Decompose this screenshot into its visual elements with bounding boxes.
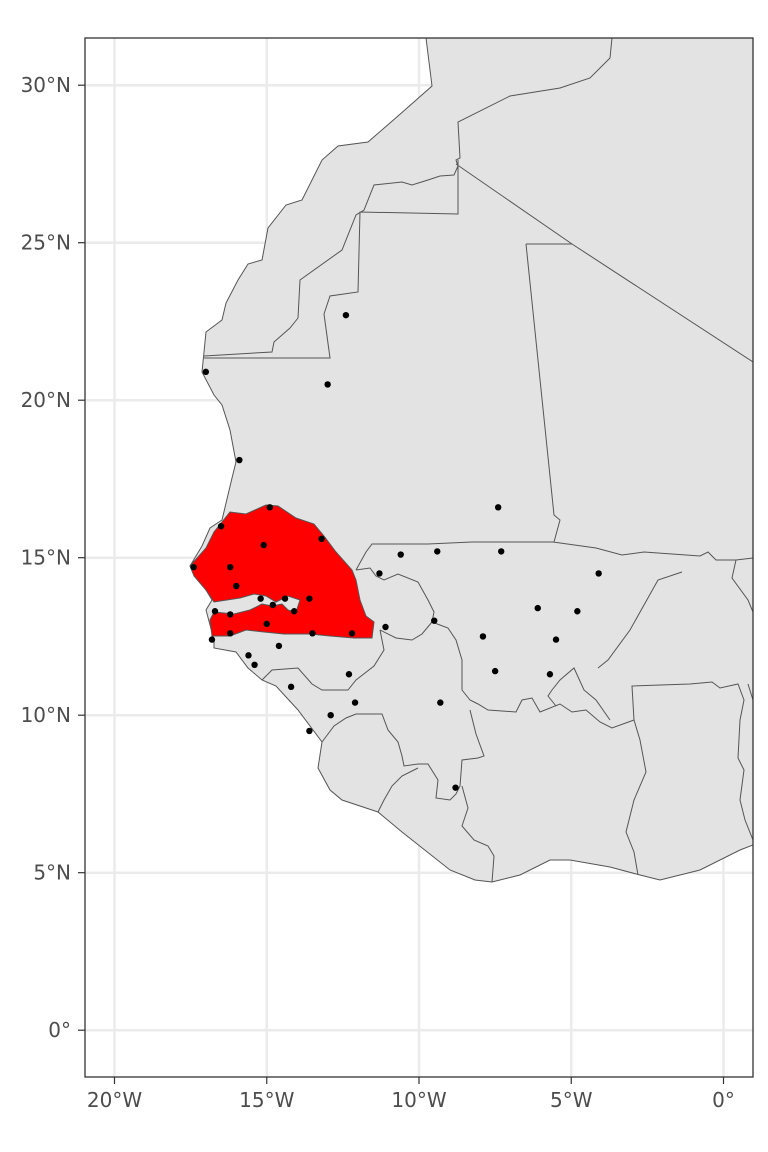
- city-point: [327, 712, 334, 719]
- city-point: [494, 504, 502, 511]
- y-axis: 30°N 25°N 20°N 15°N 10°N 5°N 0°: [21, 73, 85, 1042]
- city-point: [227, 630, 234, 637]
- city-point: [251, 661, 258, 668]
- city-point: [479, 633, 487, 640]
- land-mass: [189, 38, 753, 883]
- x-tick-label: 10°W: [391, 1088, 446, 1112]
- city-points: [190, 311, 602, 791]
- x-tick-label: 20°W: [87, 1088, 142, 1112]
- city-point: [245, 652, 252, 659]
- y-tick-label: 10°N: [21, 703, 71, 727]
- city-point: [574, 608, 581, 615]
- city-point: [376, 570, 383, 577]
- city-point: [452, 784, 459, 791]
- x-tick-label: 0°: [712, 1088, 735, 1112]
- city-point: [233, 582, 240, 590]
- city-point: [217, 523, 225, 530]
- city-point: [290, 608, 298, 615]
- city-point: [269, 601, 277, 609]
- city-point: [260, 541, 267, 549]
- city-point: [546, 671, 554, 678]
- city-point: [236, 456, 243, 464]
- y-tick-label: 5°N: [33, 861, 71, 885]
- y-tick-label: 15°N: [21, 546, 71, 570]
- city-point: [324, 381, 331, 388]
- city-point: [382, 623, 389, 631]
- city-point: [211, 608, 219, 615]
- city-point: [306, 595, 313, 602]
- city-point: [552, 636, 560, 643]
- city-point: [351, 699, 359, 706]
- x-axis: 20°W 15°W 10°W 5°W 0°: [87, 1077, 735, 1112]
- city-point: [534, 604, 541, 612]
- city-point: [318, 535, 325, 542]
- city-point: [275, 642, 283, 650]
- city-point: [595, 570, 602, 577]
- city-point: [306, 727, 313, 735]
- city-point: [281, 595, 289, 602]
- city-point: [348, 630, 356, 637]
- highlighted-country: [189, 504, 375, 639]
- city-point: [202, 368, 210, 376]
- y-tick-label: 25°N: [21, 231, 71, 255]
- city-point: [437, 699, 444, 706]
- x-tick-label: 5°W: [550, 1088, 593, 1112]
- y-tick-label: 0°: [48, 1018, 71, 1042]
- city-point: [342, 311, 350, 319]
- city-point: [345, 671, 353, 678]
- land-layer: [189, 38, 753, 883]
- city-point: [227, 611, 234, 618]
- city-point: [227, 563, 234, 571]
- city-point: [431, 617, 438, 624]
- city-point: [257, 595, 264, 602]
- city-point: [498, 548, 505, 555]
- city-point: [434, 548, 441, 555]
- country-borders: [203, 38, 753, 883]
- city-point: [208, 636, 216, 643]
- y-tick-label: 20°N: [21, 388, 71, 412]
- city-point: [309, 630, 316, 637]
- city-point: [397, 551, 404, 558]
- x-tick-label: 15°W: [239, 1088, 294, 1112]
- y-tick-label: 30°N: [21, 73, 71, 97]
- city-point: [491, 667, 499, 675]
- city-point: [287, 683, 295, 691]
- city-point: [266, 504, 273, 511]
- city-point: [190, 563, 197, 571]
- city-point: [263, 620, 270, 628]
